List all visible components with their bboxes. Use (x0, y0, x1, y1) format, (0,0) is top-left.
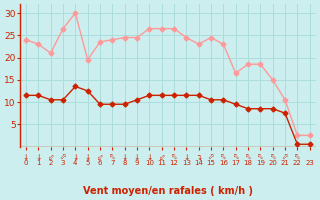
Text: ⬁: ⬁ (269, 153, 276, 162)
Text: ↴: ↴ (196, 153, 202, 162)
Text: ↓: ↓ (146, 153, 153, 162)
X-axis label: Vent moyen/en rafales ( km/h ): Vent moyen/en rafales ( km/h ) (83, 186, 253, 196)
Text: ⬀: ⬀ (282, 153, 288, 162)
Text: ↓: ↓ (72, 153, 78, 162)
Text: ⬀: ⬀ (208, 153, 214, 162)
Text: ⬀: ⬀ (60, 153, 66, 162)
Text: ⬁: ⬁ (171, 153, 177, 162)
Text: ⬃: ⬃ (158, 153, 165, 162)
Text: ↓: ↓ (35, 153, 42, 162)
Text: ⬁: ⬁ (109, 153, 116, 162)
Text: ↓: ↓ (23, 153, 29, 162)
Text: ⬁: ⬁ (294, 153, 300, 162)
Text: ↓: ↓ (122, 153, 128, 162)
Text: ⬃: ⬃ (97, 153, 103, 162)
Text: ⬃: ⬃ (47, 153, 54, 162)
Text: ↓: ↓ (134, 153, 140, 162)
Text: ↓: ↓ (183, 153, 189, 162)
Text: ⬁: ⬁ (257, 153, 264, 162)
Text: ⬁: ⬁ (232, 153, 239, 162)
Text: ⬁: ⬁ (220, 153, 227, 162)
Text: ↓: ↓ (84, 153, 91, 162)
Text: ⬁: ⬁ (245, 153, 251, 162)
